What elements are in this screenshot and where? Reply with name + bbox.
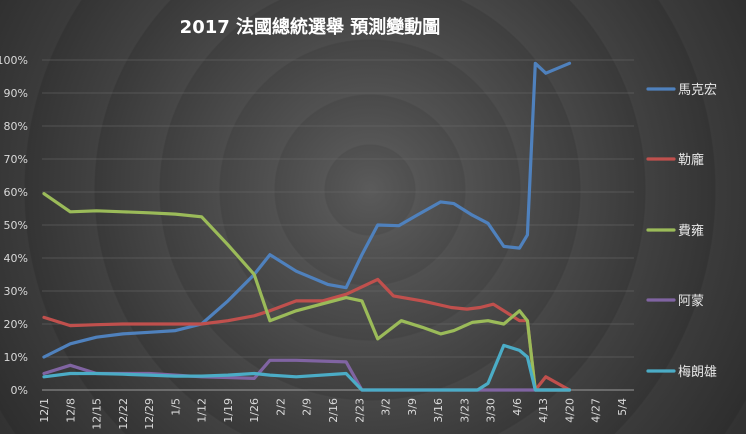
- x-tick-label: 2/16: [327, 398, 340, 423]
- x-tick-label: 3/9: [406, 398, 419, 416]
- x-tick-label: 1/5: [169, 398, 182, 416]
- x-tick-label: 12/22: [117, 398, 130, 430]
- y-tick-label: 90%: [4, 87, 28, 100]
- y-tick-label: 10%: [4, 351, 28, 364]
- x-tick-label: 4/13: [537, 398, 550, 423]
- series-line-1: [42, 277, 572, 392]
- x-tick-label: 1/19: [222, 398, 235, 423]
- grid-layer: [42, 59, 634, 358]
- series-line-0: [42, 61, 572, 359]
- x-tick-label: 3/30: [485, 398, 498, 423]
- x-tick-label: 1/12: [196, 398, 209, 423]
- x-tick-label: 2/23: [353, 398, 366, 423]
- legend-label: 費雍: [678, 223, 704, 239]
- legend-label: 梅朗雄: [678, 365, 717, 380]
- series-line-2: [42, 192, 572, 392]
- x-tick-label: 12/29: [143, 398, 156, 430]
- x-tick-label: 2/2: [274, 398, 287, 416]
- x-tick-label: 3/2: [380, 398, 393, 416]
- x-tick-label: 3/16: [432, 398, 445, 423]
- chart-title: 2017 法國總統選舉 預測變動圖: [180, 16, 441, 38]
- x-tick-label: 12/15: [91, 398, 104, 430]
- y-tick-label: 100%: [0, 54, 28, 67]
- x-tick-label: 5/4: [616, 398, 629, 416]
- x-tick-label: 3/23: [458, 398, 471, 423]
- y-tick-label: 70%: [4, 153, 28, 166]
- x-tick-label: 1/26: [248, 398, 261, 423]
- y-tick-label: 60%: [4, 186, 28, 199]
- y-tick-label: 30%: [4, 285, 28, 298]
- x-tick-label: 4/20: [563, 398, 576, 423]
- x-tick-label: 4/6: [511, 398, 524, 416]
- x-tick-label: 12/8: [64, 398, 77, 423]
- series-line-4: [42, 343, 572, 392]
- y-axis-ticks: 0% 10% 20% 30% 40% 50% 60% 70% 80% 90% 100%: [0, 54, 28, 397]
- x-tick-label: 2/9: [301, 398, 314, 416]
- x-axis-ticks: 12/1 12/8 12/15 12/22 12/29 1/5 1/12 1/19 1/26 2/…: [38, 398, 629, 430]
- y-tick-label: 20%: [4, 318, 28, 331]
- y-tick-label: 50%: [4, 219, 28, 232]
- x-tick-label: 4/27: [590, 398, 603, 423]
- series-layer: [42, 61, 572, 392]
- y-tick-label: 80%: [4, 120, 28, 133]
- legend-label: 勒龐: [678, 152, 704, 168]
- y-tick-label: 40%: [4, 252, 28, 265]
- legend-label: 阿蒙: [678, 294, 704, 309]
- legend-label: 馬克宏: [678, 83, 717, 98]
- y-tick-label: 0%: [11, 384, 28, 397]
- x-tick-label: 12/1: [38, 398, 51, 423]
